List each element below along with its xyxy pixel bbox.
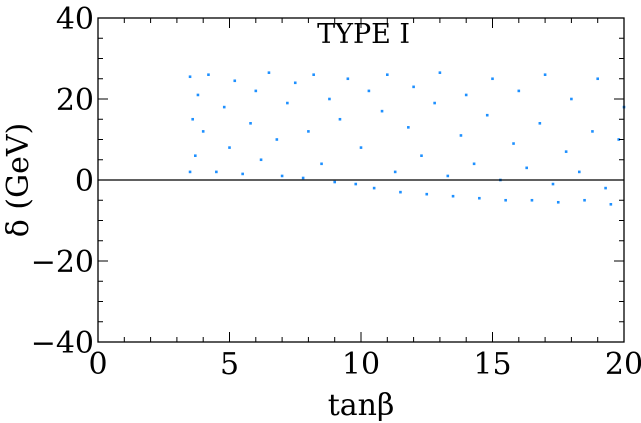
scatter-point [233, 79, 237, 83]
scatter-point [451, 194, 455, 198]
scatter-point [609, 203, 613, 206]
scatter-point [517, 89, 521, 93]
scatter-points [188, 71, 626, 206]
scatter-point [372, 186, 376, 190]
scatter-point [228, 146, 231, 149]
scatter-point [293, 81, 297, 85]
scatter-point [393, 170, 397, 174]
scatter-point [556, 200, 560, 204]
scatter-point [478, 196, 481, 200]
scatter-point [438, 71, 442, 74]
scatter-point [551, 182, 555, 186]
x-axis-label: tanβ [328, 388, 395, 423]
scatter-point [420, 154, 423, 157]
x-tick-label: 20 [605, 347, 641, 382]
scatter-point [320, 162, 323, 166]
scatter-point [407, 126, 410, 129]
scatter-point [386, 73, 389, 76]
x-tick-label: 10 [342, 347, 380, 382]
scatter-point [570, 97, 573, 101]
x-tick-label: 15 [473, 347, 511, 382]
scatter-point [412, 85, 415, 89]
scatter-point [446, 174, 450, 178]
scatter-point [188, 75, 192, 79]
scatter-point [577, 170, 581, 174]
scatter-point [249, 122, 252, 125]
scatter-point [583, 198, 586, 202]
scatter-point [275, 138, 279, 141]
chart-annotation: TYPE I [317, 19, 410, 50]
scatter-point [564, 150, 568, 153]
scatter-point [286, 101, 289, 105]
scatter-point [215, 170, 218, 174]
y-tick-label: −20 [31, 245, 94, 280]
scatter-point [207, 73, 210, 76]
scatter-point [201, 130, 205, 133]
scatter-point [241, 172, 244, 176]
y-tick-label: 0 [75, 164, 94, 199]
scatter-point [433, 101, 436, 105]
scatter-point [301, 176, 305, 180]
axis-tick-labels: 0 5 10 15 20 −40 −20 0 20 40 [31, 2, 641, 382]
scatter-point [380, 109, 384, 113]
scatter-point [543, 73, 547, 76]
scatter-point [617, 138, 621, 141]
scatter-point [338, 117, 342, 121]
scatter-point [328, 97, 331, 101]
scatter-point [307, 130, 310, 133]
x-tick-label: 0 [88, 347, 107, 382]
scatter-point [188, 170, 192, 174]
scatter-point [222, 105, 226, 109]
scatter-point [512, 142, 515, 145]
scatter-point [196, 93, 200, 97]
x-tick-label: 5 [220, 347, 239, 382]
y-axis-label: δ (GeV) [1, 123, 36, 237]
scatter-point [530, 198, 534, 202]
scatter-point [280, 174, 284, 178]
y-tick-label: 40 [56, 2, 94, 37]
scatter-point [604, 186, 607, 190]
scatter-point [491, 77, 494, 81]
scatter-point [333, 180, 336, 184]
scatter-point [538, 122, 542, 125]
scatter-point [485, 113, 489, 117]
scatter-point [425, 192, 429, 196]
scatter-point [346, 77, 350, 81]
scatter-point [459, 134, 463, 137]
scatter-point [312, 73, 315, 76]
axis-ticks [97, 17, 625, 343]
scatter-point [367, 89, 371, 93]
scatter-point [191, 117, 194, 121]
scatter-point [254, 89, 258, 93]
scatter-point [525, 166, 528, 170]
scatter-point [267, 71, 271, 74]
scatter-point [354, 182, 358, 186]
scatter-point [504, 198, 507, 202]
scatter-point [591, 130, 594, 133]
scatter-point [472, 162, 476, 166]
scatter-point [194, 154, 197, 157]
scatter-point [359, 146, 363, 149]
y-tick-label: 20 [56, 83, 94, 118]
y-tick-label: −40 [31, 326, 94, 361]
scatter-point [399, 190, 402, 194]
scatter-point [464, 93, 468, 97]
scatter-point [596, 77, 599, 81]
scatter-point [259, 158, 263, 162]
